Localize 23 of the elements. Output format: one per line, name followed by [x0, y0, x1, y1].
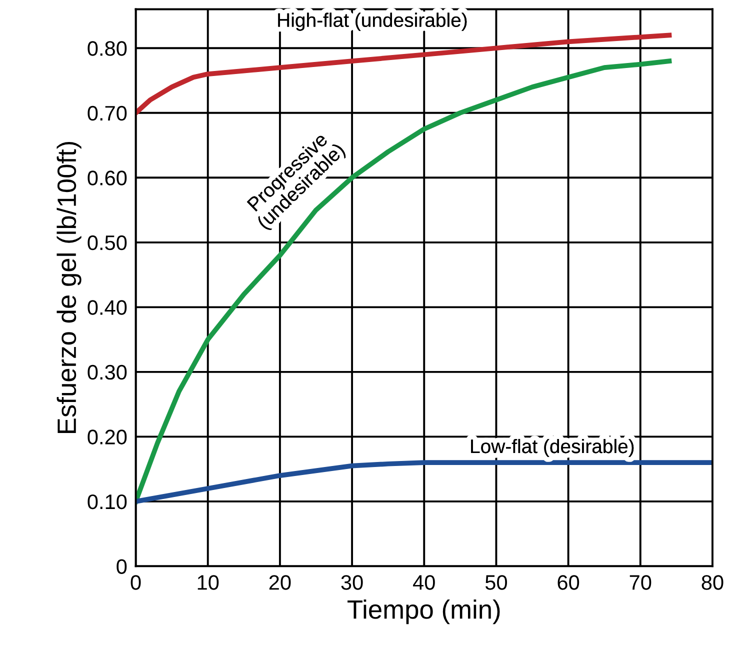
line-series — [136, 32, 672, 116]
y-tick-label: 0.20 — [88, 430, 127, 444]
x-axis-title: Tiempo (min) — [348, 600, 500, 624]
x-tick-label: 40 — [413, 575, 435, 590]
x-tick-label: 80 — [702, 575, 724, 590]
y-tick-label: 0.70 — [88, 106, 127, 121]
line-series — [136, 58, 672, 504]
x-tick-label: 70 — [630, 575, 652, 590]
x-tick-label: 20 — [269, 575, 291, 590]
x-tick-label: 10 — [198, 575, 219, 590]
y-tick-label: 0.60 — [88, 170, 127, 186]
line-series — [136, 460, 712, 504]
y-tick-label: 0.30 — [88, 364, 127, 380]
y-tick-label: 0.50 — [88, 235, 127, 250]
x-tick-label: 50 — [485, 575, 507, 590]
y-tick-label: 0.80 — [88, 41, 127, 56]
y-tick-label: 0.40 — [88, 300, 127, 315]
y-axis-title: Esfuerzo de gel (lb/100ft) — [56, 142, 82, 433]
x-tick-label: 30 — [341, 575, 363, 590]
x-tick-label: 0 — [130, 575, 141, 590]
y-tick-label: 0 — [116, 559, 127, 574]
x-tick-label: 60 — [558, 575, 580, 590]
y-tick-label: 0.10 — [88, 494, 127, 510]
